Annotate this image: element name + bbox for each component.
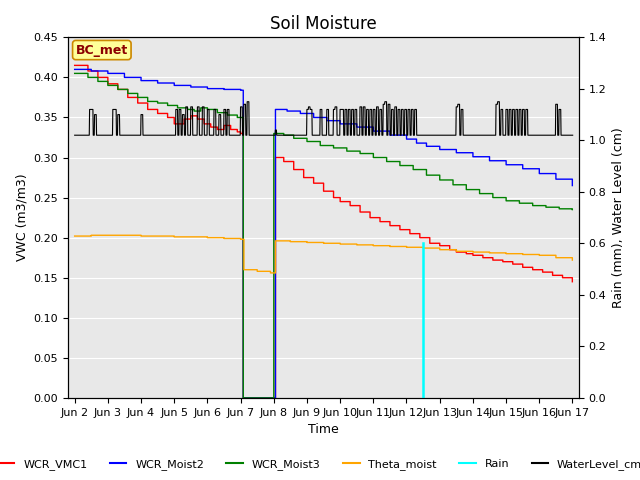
WCR_Moist2 <box>157 80 164 86</box>
WaterLevel_cm <box>71 132 79 138</box>
WCR_Moist2 <box>262 395 269 401</box>
WaterLevel_cm <box>397 132 404 138</box>
WCR_Moist3 <box>559 206 566 212</box>
WCR_VMC1 <box>71 62 79 68</box>
WaterLevel_cm <box>569 132 577 138</box>
WCR_Moist3 <box>71 71 79 76</box>
X-axis label: Time: Time <box>308 423 339 436</box>
Line: WCR_Moist3: WCR_Moist3 <box>75 73 572 398</box>
WCR_VMC1 <box>239 395 247 401</box>
WCR_Moist2 <box>71 67 79 72</box>
Y-axis label: VWC (m3/m3): VWC (m3/m3) <box>15 174 28 262</box>
WCR_Moist3 <box>284 132 291 138</box>
WCR_Moist3 <box>505 198 513 204</box>
Theta_moist <box>88 232 95 238</box>
WaterLevel_cm <box>476 132 483 138</box>
WCR_Moist3 <box>568 207 576 213</box>
WCR_Moist3 <box>262 395 269 401</box>
Rain <box>419 240 427 246</box>
Line: Theta_moist: Theta_moist <box>75 235 572 273</box>
Line: WCR_Moist2: WCR_Moist2 <box>75 70 572 398</box>
WCR_Moist2 <box>239 395 247 401</box>
WaterLevel_cm <box>243 99 251 105</box>
WaterLevel_cm <box>424 132 431 138</box>
WCR_Moist2 <box>284 108 291 114</box>
WCR_VMC1 <box>157 110 164 116</box>
Theta_moist <box>506 251 513 257</box>
Theta_moist <box>267 270 275 276</box>
Theta_moist <box>128 232 136 238</box>
WCR_VMC1 <box>568 279 576 285</box>
WCR_VMC1 <box>559 275 566 281</box>
WCR_Moist2 <box>505 162 513 168</box>
WCR_Moist3 <box>239 395 247 401</box>
WaterLevel_cm <box>364 107 371 112</box>
WCR_Moist2 <box>559 176 566 182</box>
Rain <box>419 395 427 401</box>
Theta_moist <box>284 238 291 244</box>
Theta_moist <box>568 257 576 263</box>
Title: Soil Moisture: Soil Moisture <box>270 15 377 33</box>
WCR_VMC1 <box>262 395 269 401</box>
Y-axis label: Rain (mm), Water Level (cm): Rain (mm), Water Level (cm) <box>612 127 625 308</box>
Text: BC_met: BC_met <box>76 44 128 57</box>
WCR_VMC1 <box>505 259 513 264</box>
Line: WCR_VMC1: WCR_VMC1 <box>75 65 572 398</box>
Theta_moist <box>262 268 269 274</box>
WaterLevel_cm <box>252 132 259 138</box>
WCR_Moist3 <box>157 100 164 106</box>
WCR_VMC1 <box>127 95 135 100</box>
Theta_moist <box>559 255 566 261</box>
WCR_Moist2 <box>568 183 576 189</box>
WaterLevel_cm <box>186 132 194 138</box>
Theta_moist <box>157 233 165 239</box>
Legend: WCR_VMC1, WCR_Moist2, WCR_Moist3, Theta_moist, Rain, WaterLevel_cm: WCR_VMC1, WCR_Moist2, WCR_Moist3, Theta_… <box>0 455 640 474</box>
Theta_moist <box>71 233 79 239</box>
WCR_VMC1 <box>284 159 291 165</box>
WCR_Moist2 <box>127 74 135 80</box>
WCR_Moist3 <box>127 91 135 96</box>
Line: WaterLevel_cm: WaterLevel_cm <box>75 102 573 135</box>
